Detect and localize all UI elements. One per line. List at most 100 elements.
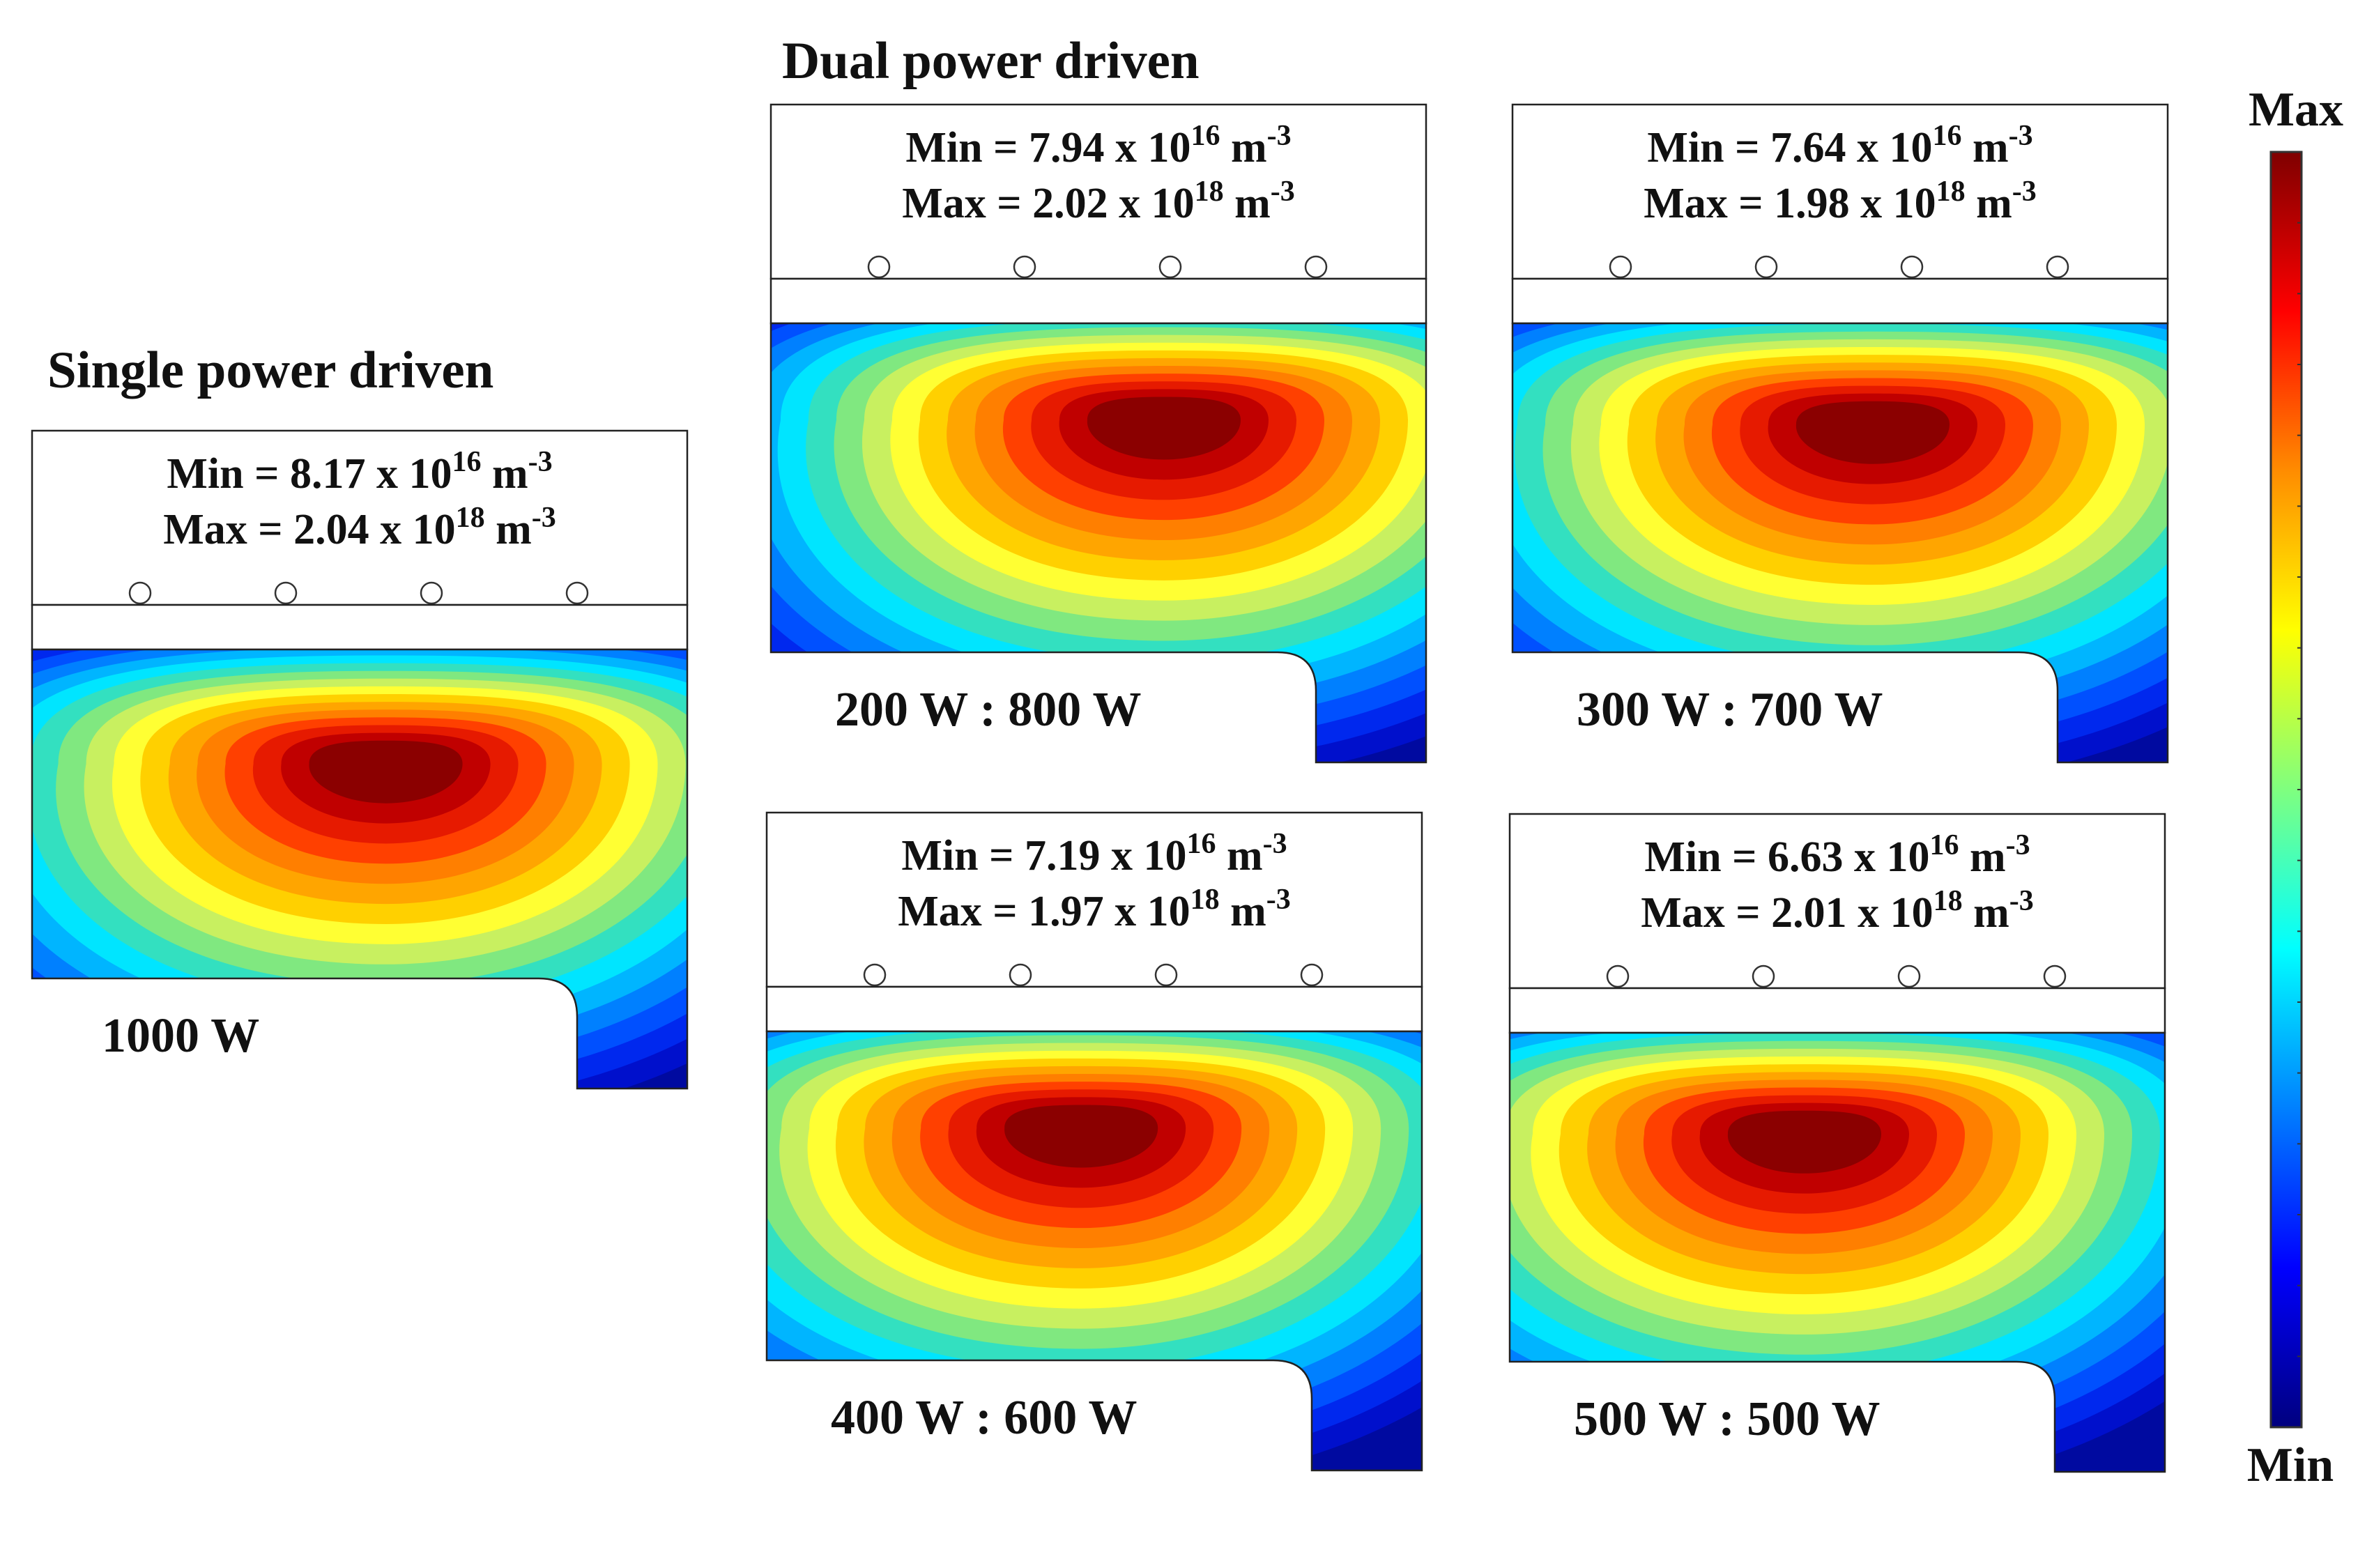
coil-circle xyxy=(1009,963,1032,987)
power-label: 400 W : 600 W xyxy=(831,1391,1138,1445)
min-value-text: Min = 8.17 x 1016 m-3 xyxy=(167,446,552,498)
coil-circle xyxy=(274,581,298,605)
max-value-text: Max = 2.04 x 1018 m-3 xyxy=(163,502,556,553)
min-mantissa: Min = 6.63 x 10 xyxy=(1644,833,1929,881)
min-unit-exponent: -3 xyxy=(2006,829,2030,861)
min-value-text: Min = 7.19 x 1016 m-3 xyxy=(901,828,1287,879)
min-value-text: Min = 7.94 x 1016 m-3 xyxy=(905,120,1291,171)
coil-circle xyxy=(1897,964,1921,988)
min-value-text: Min = 6.63 x 1016 m-3 xyxy=(1644,829,2030,881)
colorbar-min-label: Min xyxy=(2247,1438,2334,1492)
min-unit: m xyxy=(1216,832,1262,879)
coil-circle xyxy=(1754,255,1778,279)
max-value-text: Max = 2.02 x 1018 m-3 xyxy=(902,176,1295,227)
window-band xyxy=(31,604,689,651)
panel-header-box xyxy=(1511,103,2169,280)
colorbar-max-label: Max xyxy=(2249,83,2343,137)
coil-circle xyxy=(863,963,887,987)
max-mantissa: Max = 2.01 x 10 xyxy=(1641,889,1933,937)
max-unit-exponent: -3 xyxy=(2012,176,2037,208)
contour-outline xyxy=(1508,1031,2166,1473)
max-unit-exponent: -3 xyxy=(2009,885,2034,917)
coil-circle xyxy=(1154,963,1178,987)
contour-band xyxy=(309,740,463,804)
window-band xyxy=(765,985,1423,1033)
coil-circle xyxy=(1158,255,1182,279)
max-mantissa: Max = 2.02 x 10 xyxy=(902,180,1194,227)
min-mantissa: Min = 8.17 x 10 xyxy=(167,450,452,498)
panel-header-box xyxy=(1508,813,2166,990)
min-unit-exponent: -3 xyxy=(1263,828,1287,860)
max-value-text: Max = 2.01 x 1018 m-3 xyxy=(1641,885,2034,937)
min-unit-exponent: -3 xyxy=(2009,120,2033,152)
max-value-text: Max = 1.98 x 1018 m-3 xyxy=(1644,176,2037,227)
contour-outline xyxy=(769,322,1427,764)
min-value-text: Min = 7.64 x 1016 m-3 xyxy=(1647,120,2032,171)
single-power-heading: Single power driven xyxy=(47,341,493,399)
coil-circle xyxy=(1609,255,1632,279)
max-value-text: Max = 1.97 x 1018 m-3 xyxy=(898,884,1291,935)
contour-plot xyxy=(1513,323,2168,762)
min-unit-exponent: -3 xyxy=(1267,120,1292,152)
window-band xyxy=(769,277,1427,325)
min-exponent: 16 xyxy=(1932,120,1961,152)
panel-header-box xyxy=(769,103,1427,280)
contour-outline xyxy=(765,1030,1423,1472)
contour-band xyxy=(1087,397,1241,460)
contour-band xyxy=(1727,1110,1881,1174)
max-unit-exponent: -3 xyxy=(1266,884,1291,916)
dual-power-heading: Dual power driven xyxy=(782,32,1200,90)
contour-band xyxy=(1795,401,1950,464)
max-exponent: 18 xyxy=(1933,885,1963,917)
window-band xyxy=(1508,987,2166,1034)
panel-header-box xyxy=(765,811,1423,988)
coil-circle xyxy=(867,255,891,279)
contour-outline xyxy=(1511,322,2169,764)
coil-circle xyxy=(1900,255,1924,279)
min-mantissa: Min = 7.94 x 10 xyxy=(905,124,1190,171)
coil-circle xyxy=(1013,255,1036,279)
max-exponent: 18 xyxy=(456,502,485,534)
coil-circle xyxy=(1606,964,1630,988)
max-mantissa: Max = 1.97 x 10 xyxy=(898,888,1190,935)
window-band xyxy=(1511,277,2169,325)
coil-circle xyxy=(1300,963,1324,987)
max-exponent: 18 xyxy=(1936,176,1966,208)
min-exponent: 16 xyxy=(452,446,481,478)
min-exponent: 16 xyxy=(1186,828,1216,860)
min-unit: m xyxy=(1961,124,2008,171)
coil-circle xyxy=(2046,255,2069,279)
min-unit: m xyxy=(1220,124,1266,171)
max-unit: m xyxy=(1966,180,2012,227)
colorbar-ticks xyxy=(2297,222,2302,1358)
panel-header-box xyxy=(31,429,689,606)
colorbar-gradient-bar xyxy=(2269,151,2303,1429)
power-label: 500 W : 500 W xyxy=(1574,1392,1881,1446)
max-mantissa: Max = 2.04 x 10 xyxy=(163,506,455,553)
coil-circle xyxy=(420,581,443,605)
min-exponent: 16 xyxy=(1190,120,1220,152)
max-unit: m xyxy=(1224,180,1271,227)
contour-outline xyxy=(31,648,689,1090)
coil-circle xyxy=(1304,255,1328,279)
contour-plot xyxy=(767,1031,1422,1470)
colorbar: Max Min xyxy=(2247,83,2343,1492)
max-unit-exponent: -3 xyxy=(532,502,556,534)
max-exponent: 18 xyxy=(1190,884,1220,916)
min-exponent: 16 xyxy=(1929,829,1959,861)
coil-circle xyxy=(128,581,152,605)
power-label: 300 W : 700 W xyxy=(1577,683,1883,737)
coil-circle xyxy=(2043,964,2067,988)
max-mantissa: Max = 1.98 x 10 xyxy=(1644,180,1936,227)
power-label: 1000 W xyxy=(102,1009,259,1063)
max-exponent: 18 xyxy=(1195,176,1224,208)
coil-circle xyxy=(1752,964,1775,988)
min-mantissa: Min = 7.19 x 10 xyxy=(901,832,1186,879)
min-unit: m xyxy=(481,450,528,498)
min-unit-exponent: -3 xyxy=(528,446,553,478)
